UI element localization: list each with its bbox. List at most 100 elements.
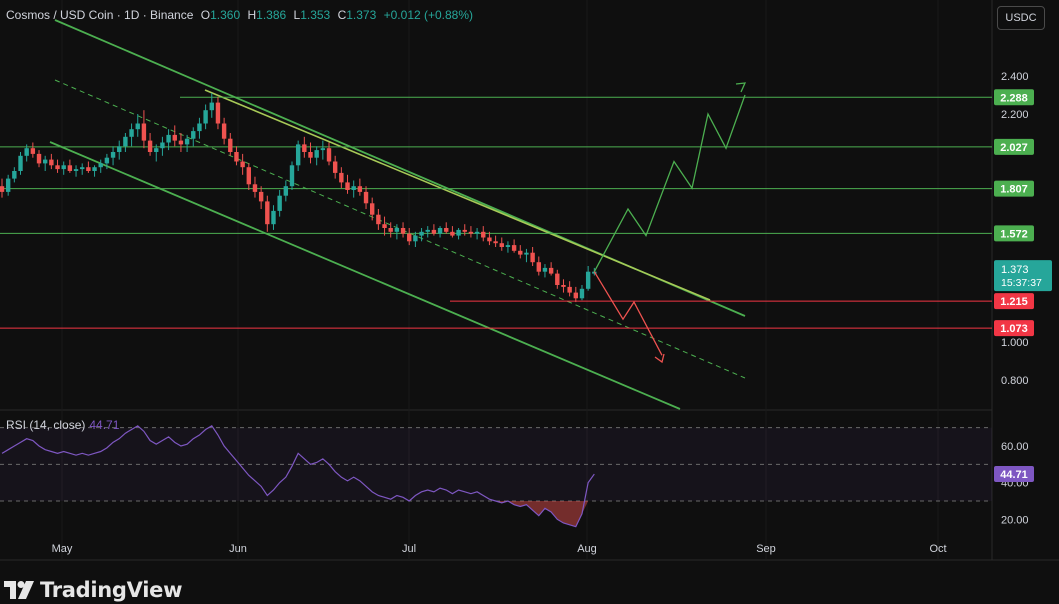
candle xyxy=(345,174,350,194)
candle xyxy=(92,165,97,177)
candle-body xyxy=(252,184,258,192)
candle xyxy=(314,146,319,166)
candle-body xyxy=(302,144,307,152)
candle xyxy=(61,161,66,175)
candle-body xyxy=(271,210,276,225)
level-badge-label: 1.807 xyxy=(1000,184,1028,196)
candle-body xyxy=(240,161,245,168)
candle-body xyxy=(73,169,79,171)
candle xyxy=(73,165,79,177)
candle-body xyxy=(258,191,264,202)
candle xyxy=(277,190,282,217)
candle-body xyxy=(86,167,91,171)
candle-body xyxy=(481,231,486,238)
candle xyxy=(413,231,418,247)
candle xyxy=(0,178,5,198)
candle-body xyxy=(147,140,153,152)
bearish-arrowhead xyxy=(654,353,665,364)
level-badge-bg xyxy=(994,89,1034,106)
candle xyxy=(425,226,430,238)
candle-body xyxy=(585,271,591,289)
candle xyxy=(320,140,326,160)
level-badge-label: 1.572 xyxy=(1000,228,1028,240)
low-value: 1.353 xyxy=(300,8,331,22)
candle-body xyxy=(425,229,430,232)
level-badge-label: 1.073 xyxy=(1000,323,1028,335)
candle xyxy=(487,231,492,246)
candle xyxy=(518,245,523,259)
rsi-tick-label: 60.00 xyxy=(1001,441,1029,453)
candle-body xyxy=(5,178,11,192)
candle-body xyxy=(536,262,541,272)
candle-body xyxy=(524,252,529,255)
candle-body xyxy=(456,229,461,236)
candle-body xyxy=(277,195,282,211)
candle xyxy=(388,222,393,238)
candle-body xyxy=(444,228,449,232)
candle xyxy=(363,186,369,209)
current-price-badge-bg xyxy=(994,260,1052,292)
candle xyxy=(123,133,128,152)
candle-countdown: 15:37:37 xyxy=(1001,277,1042,289)
candle xyxy=(431,224,437,236)
high-value: 1.386 xyxy=(256,8,287,22)
candle-body xyxy=(407,233,412,242)
level-badge-1.807: 1.807 xyxy=(994,180,1034,197)
projection-paths xyxy=(593,82,747,364)
level-badge-1.572: 1.572 xyxy=(994,225,1034,242)
candle xyxy=(567,281,572,297)
candle xyxy=(203,104,208,130)
candle xyxy=(400,222,406,238)
candle-body xyxy=(400,228,406,234)
level-badge-2.288: 2.288 xyxy=(994,89,1034,106)
candle xyxy=(154,144,159,162)
candle xyxy=(197,117,202,139)
candle xyxy=(246,163,251,190)
candle-body xyxy=(573,292,579,299)
tradingview-logo[interactable]: TradingView xyxy=(4,578,182,602)
candle-body xyxy=(0,186,5,192)
candle xyxy=(524,248,529,263)
candle xyxy=(579,285,585,301)
rsi-value: 44.71 xyxy=(89,418,120,432)
candle-body xyxy=(215,102,221,124)
rsi-value-badge: 44.71 xyxy=(994,466,1034,483)
candle-body xyxy=(493,241,498,244)
candle xyxy=(160,136,165,156)
candle xyxy=(42,155,48,171)
candle xyxy=(184,134,190,152)
rsi-line xyxy=(1,425,595,528)
candle-body xyxy=(172,134,177,141)
time-tick-label: May xyxy=(52,543,73,555)
candle-body xyxy=(314,150,319,158)
candle-body xyxy=(209,102,214,111)
candle-body xyxy=(376,214,381,225)
candle-body xyxy=(530,252,535,263)
candle xyxy=(511,239,517,253)
time-tick-label: Oct xyxy=(929,543,946,555)
candle-body xyxy=(98,163,103,168)
change-value: +0.012 (+0.88%) xyxy=(383,8,474,22)
candle-body xyxy=(579,288,585,299)
open-value: 1.360 xyxy=(210,8,241,22)
price-badges: 2.288 2.027 1.807 1.572 1.215 1.073 1.37315:37… xyxy=(994,89,1052,483)
candle xyxy=(55,159,60,173)
candle-body xyxy=(548,267,554,274)
candle xyxy=(302,136,307,158)
candle xyxy=(86,161,91,173)
candle xyxy=(295,140,301,171)
close-label: C xyxy=(337,8,347,22)
candle xyxy=(555,269,560,289)
candle-body xyxy=(345,182,350,190)
time-tick-label: Jun xyxy=(229,543,247,555)
bearish-projection xyxy=(593,271,663,356)
high-label: H xyxy=(247,8,257,22)
currency-button[interactable]: USDC xyxy=(997,6,1045,30)
candle xyxy=(499,237,504,251)
candle xyxy=(178,133,184,152)
candle xyxy=(221,117,227,145)
candle xyxy=(585,266,591,291)
candle xyxy=(376,209,381,230)
level-badge-label: 1.215 xyxy=(1000,296,1028,308)
